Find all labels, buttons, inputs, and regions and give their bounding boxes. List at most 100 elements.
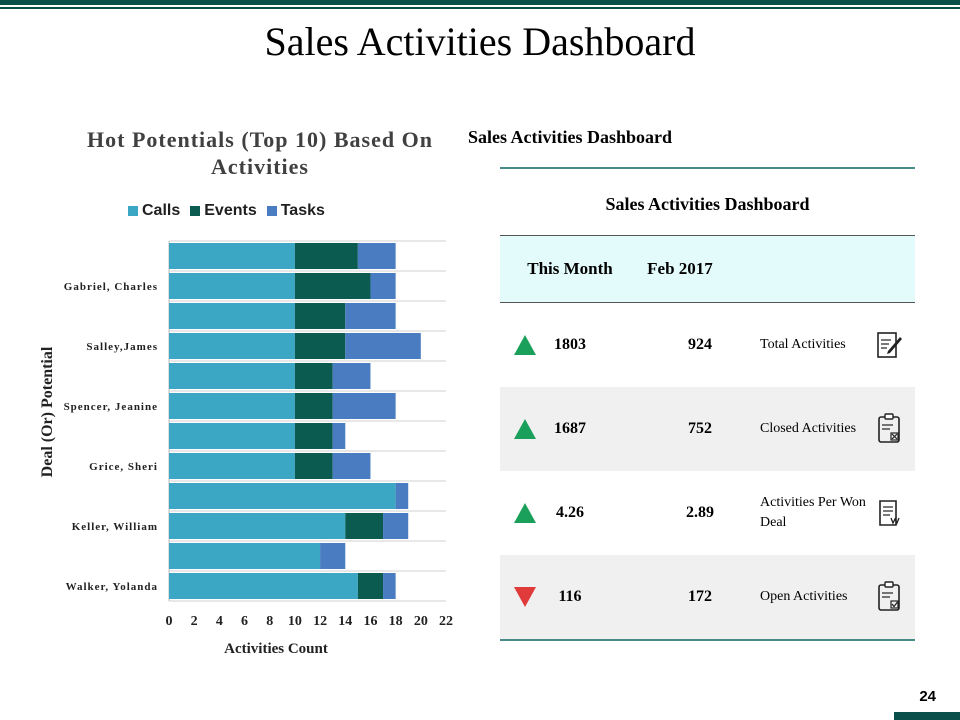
table-row-activities-per-won-deal: 4.26 2.89 Activities Per Won Deal <box>500 471 915 555</box>
bar-tasks <box>357 243 396 269</box>
bar-tasks <box>395 483 409 509</box>
document-edit-icon <box>877 332 902 358</box>
bar-events <box>294 273 371 299</box>
table-top-rule <box>500 167 915 169</box>
trend-up-icon <box>514 335 536 355</box>
legend-item-calls: Calls <box>128 202 180 220</box>
bar-events <box>345 513 384 539</box>
bar-events <box>294 453 333 479</box>
bar-tasks <box>332 363 371 389</box>
bar-calls <box>169 543 321 569</box>
current-value: 4.26 <box>556 504 584 521</box>
current-value: 1687 <box>554 420 586 437</box>
clipboard-check-icon <box>878 581 900 611</box>
bar-events <box>294 243 358 269</box>
top-accent-bar <box>0 0 960 5</box>
dashboard-table: Sales Activities Dashboard This Month Fe… <box>500 167 915 641</box>
bar-calls <box>169 393 295 419</box>
previous-value: 924 <box>688 336 712 353</box>
legend-label-events: Events <box>204 202 257 219</box>
bar-calls <box>169 243 295 269</box>
top-accent-line <box>0 7 960 9</box>
y-tick-label: Gabriel, Charles <box>64 281 158 293</box>
x-tick-label: 16 <box>363 614 377 629</box>
current-value: 1803 <box>554 336 586 353</box>
bar-calls <box>169 513 346 539</box>
bar-calls <box>169 363 295 389</box>
table-title: Sales Activities Dashboard <box>605 194 810 214</box>
page-number: 24 <box>919 688 936 705</box>
header-previous-month: Feb 2017 <box>647 259 713 278</box>
bar-tasks <box>332 453 371 479</box>
chart-legend: Calls Events Tasks <box>128 201 335 221</box>
trend-down-icon <box>514 587 536 607</box>
bar-events <box>294 333 346 359</box>
bar-events <box>294 423 333 449</box>
legend-label-tasks: Tasks <box>280 202 325 219</box>
slide-title: Sales Activities Dashboard <box>264 19 696 64</box>
x-tick-label: 10 <box>288 614 302 629</box>
bar-calls <box>169 303 295 329</box>
trend-up-icon <box>514 419 536 439</box>
previous-value: 172 <box>688 588 712 605</box>
bar-tasks <box>332 423 346 449</box>
bar-events <box>294 393 333 419</box>
table-header-row: This Month Feb 2017 <box>500 235 915 303</box>
y-tick-label: Walker, Yolanda <box>66 581 158 593</box>
legend-item-events: Events <box>190 202 257 220</box>
bar-tasks <box>370 273 396 299</box>
clipboard-close-icon <box>878 413 900 443</box>
bar-calls <box>169 273 295 299</box>
bar-tasks <box>320 543 346 569</box>
bar-calls <box>169 483 396 509</box>
legend-label-calls: Calls <box>142 202 181 219</box>
bar-tasks <box>345 303 396 329</box>
table-bottom-rule <box>500 639 915 641</box>
document-win-icon <box>879 500 900 526</box>
x-tick-label: 12 <box>313 614 327 629</box>
legend-swatch-calls <box>128 206 138 216</box>
table-row-total-activities: 1803 924 Total Activities <box>500 303 915 387</box>
page-accent-bar <box>894 712 960 720</box>
legend-swatch-tasks <box>266 206 277 216</box>
metric-label: Open Activities <box>760 589 848 604</box>
x-tick-label: 4 <box>216 614 223 629</box>
y-tick-label: Keller, William <box>72 521 158 533</box>
x-tick-label: 14 <box>338 614 352 629</box>
bar-calls <box>169 423 295 449</box>
bar-calls <box>169 453 295 479</box>
bar-tasks <box>332 393 396 419</box>
bar-calls <box>169 333 295 359</box>
y-tick-label: Salley,James <box>86 341 158 353</box>
y-tick-label: Spencer, Jeanine <box>64 401 158 413</box>
x-tick-label: 0 <box>166 614 173 629</box>
bar-tasks <box>383 573 396 599</box>
y-axis-title: Deal (Or) Potential <box>39 346 56 477</box>
table-row-closed-activities: 1687 752 Closed Activities <box>500 387 915 471</box>
header-this-month: This Month <box>527 259 613 278</box>
table-row-open-activities: 116 172 Open Activities <box>500 555 915 639</box>
bar-events <box>294 363 333 389</box>
bar-tasks <box>345 333 421 359</box>
legend-swatch-events <box>190 206 201 216</box>
bar-events <box>357 573 384 599</box>
bar-events <box>294 303 346 329</box>
chart-title: Hot Potentials (Top 10) Based On Activit… <box>87 127 433 179</box>
x-tick-label: 18 <box>389 614 403 629</box>
x-tick-label: 22 <box>439 614 453 629</box>
x-tick-label: 20 <box>414 614 428 629</box>
legend-item-tasks: Tasks <box>266 202 325 220</box>
metric-label: Activities Per Won Deal <box>760 495 866 530</box>
trend-up-icon <box>514 503 536 523</box>
metric-label: Closed Activities <box>760 421 857 436</box>
x-tick-label: 8 <box>266 614 273 629</box>
bar-calls <box>169 573 358 599</box>
bar-tasks <box>383 513 409 539</box>
y-tick-label: Grice, Sheri <box>89 461 158 473</box>
x-axis-title: Activities Count <box>224 641 328 657</box>
table-caption: Sales Activities Dashboard <box>468 127 673 147</box>
current-value: 116 <box>558 588 582 605</box>
previous-value: 752 <box>688 420 712 437</box>
metric-label: Total Activities <box>760 337 846 352</box>
